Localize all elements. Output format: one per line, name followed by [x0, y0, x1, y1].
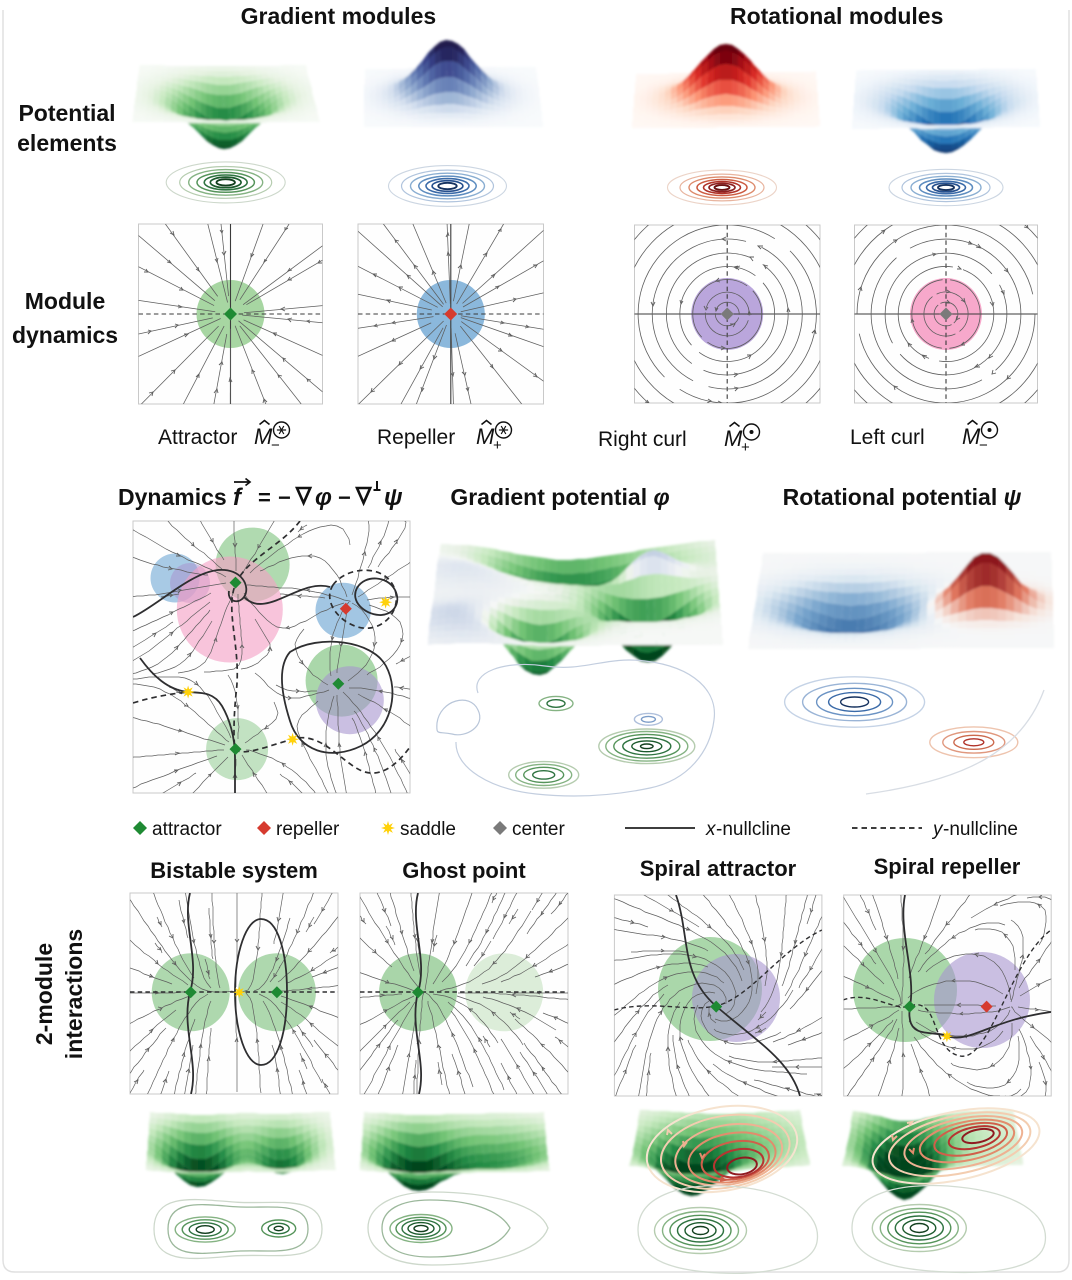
svg-text:+: +: [741, 439, 750, 456]
svg-text:φ: φ: [315, 484, 332, 511]
svg-text:y: y: [931, 819, 944, 840]
svg-text:Gradient modules: Gradient modules: [241, 3, 437, 29]
svg-text:M: M: [962, 424, 981, 449]
svg-text:−: −: [979, 437, 988, 454]
svg-text:Potential: Potential: [18, 100, 115, 126]
svg-text:repeller: repeller: [276, 819, 340, 840]
svg-text:−: −: [271, 437, 280, 454]
svg-text:Rotational modules: Rotational modules: [730, 3, 943, 29]
svg-text:Spiral attractor: Spiral attractor: [640, 856, 797, 881]
svg-text:ψ: ψ: [384, 484, 403, 511]
svg-text:dynamics: dynamics: [12, 322, 118, 348]
svg-text:center: center: [512, 819, 565, 840]
svg-text:+: +: [493, 437, 502, 454]
svg-text:attractor: attractor: [152, 819, 222, 840]
svg-text:Left curl: Left curl: [850, 426, 925, 449]
svg-text:=: =: [258, 485, 271, 510]
svg-text:−: −: [338, 485, 351, 510]
svg-text:-nullcline: -nullcline: [943, 819, 1018, 840]
svg-text:Spiral repeller: Spiral repeller: [874, 854, 1021, 879]
svg-text:M: M: [724, 426, 743, 451]
svg-text:Rotational potential ψ: Rotational potential ψ: [783, 484, 1022, 510]
svg-text:M: M: [254, 424, 273, 449]
svg-text:Module: Module: [25, 288, 106, 314]
svg-text:Bistable system: Bistable system: [150, 858, 318, 883]
svg-text:-nullcline: -nullcline: [716, 819, 791, 840]
svg-text:−: −: [278, 485, 291, 510]
svg-text:f: f: [233, 484, 243, 511]
svg-text:interactions: interactions: [61, 929, 87, 1059]
svg-text:Right curl: Right curl: [598, 428, 687, 451]
svg-text:saddle: saddle: [400, 819, 456, 840]
svg-text:Attractor: Attractor: [158, 426, 237, 449]
svg-text:2-module: 2-module: [31, 943, 57, 1045]
svg-text:Gradient potential φ: Gradient potential φ: [450, 484, 669, 510]
svg-text:Dynamics: Dynamics: [118, 484, 227, 510]
svg-text:M: M: [476, 424, 495, 449]
svg-text:Repeller: Repeller: [377, 426, 455, 449]
svg-text:Ghost point: Ghost point: [402, 858, 526, 883]
svg-text:elements: elements: [17, 130, 117, 156]
svg-text:x: x: [705, 819, 717, 840]
